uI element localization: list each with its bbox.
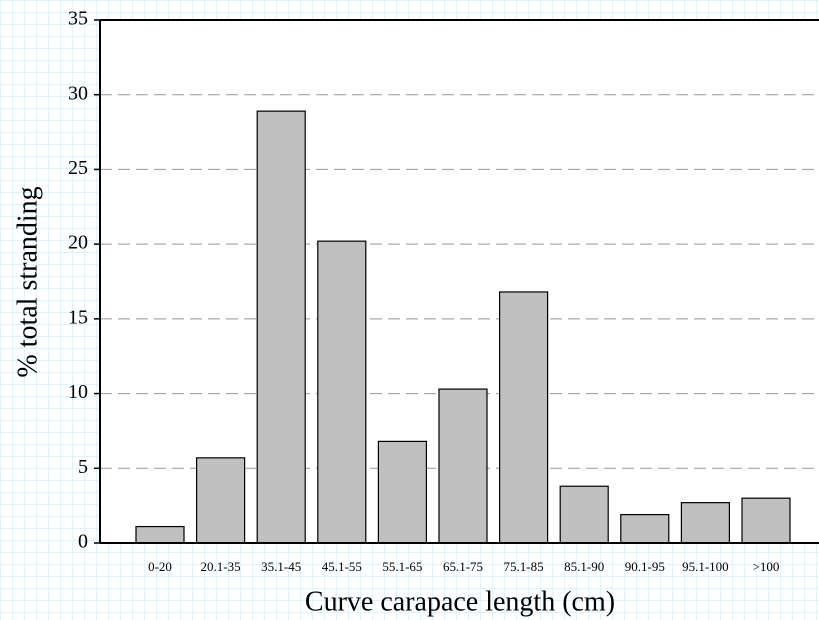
x-tick-label: 55.1-65 — [382, 559, 422, 574]
bar — [620, 514, 670, 544]
bar — [499, 291, 549, 544]
x-tick-label: 20.1-35 — [201, 559, 241, 574]
x-tick-label: 90.1-95 — [625, 559, 665, 574]
x-tick-label: 0-20 — [148, 559, 172, 574]
y-tick-label: 0 — [78, 531, 88, 553]
bar — [741, 497, 791, 544]
x-tick-label: 35.1-45 — [261, 559, 301, 574]
y-axis-label: % total stranding — [12, 186, 43, 377]
bar — [377, 440, 427, 544]
y-tick-label: 10 — [68, 381, 88, 403]
x-tick-label: 85.1-90 — [564, 559, 604, 574]
bar — [135, 525, 185, 544]
y-tick-label: 35 — [68, 8, 88, 30]
y-tick-label: 20 — [68, 232, 88, 254]
bar — [317, 240, 367, 544]
y-tick-label: 25 — [68, 157, 88, 179]
x-tick-label: 75.1-85 — [504, 559, 544, 574]
y-tick-label: 30 — [68, 82, 88, 104]
x-tick-label: 95.1-100 — [682, 559, 729, 574]
x-tick-label: 65.1-75 — [443, 559, 483, 574]
bar — [438, 388, 488, 544]
y-tick-label: 15 — [68, 306, 88, 328]
bar — [196, 457, 246, 544]
x-tick-label: >100 — [753, 559, 780, 574]
bar — [256, 110, 306, 544]
bar — [680, 502, 731, 544]
bar — [559, 485, 609, 544]
x-axis-label: Curve carapace length (cm) — [305, 586, 615, 617]
x-tick-label: 45.1-55 — [322, 559, 362, 574]
y-tick-label: 5 — [78, 456, 88, 478]
